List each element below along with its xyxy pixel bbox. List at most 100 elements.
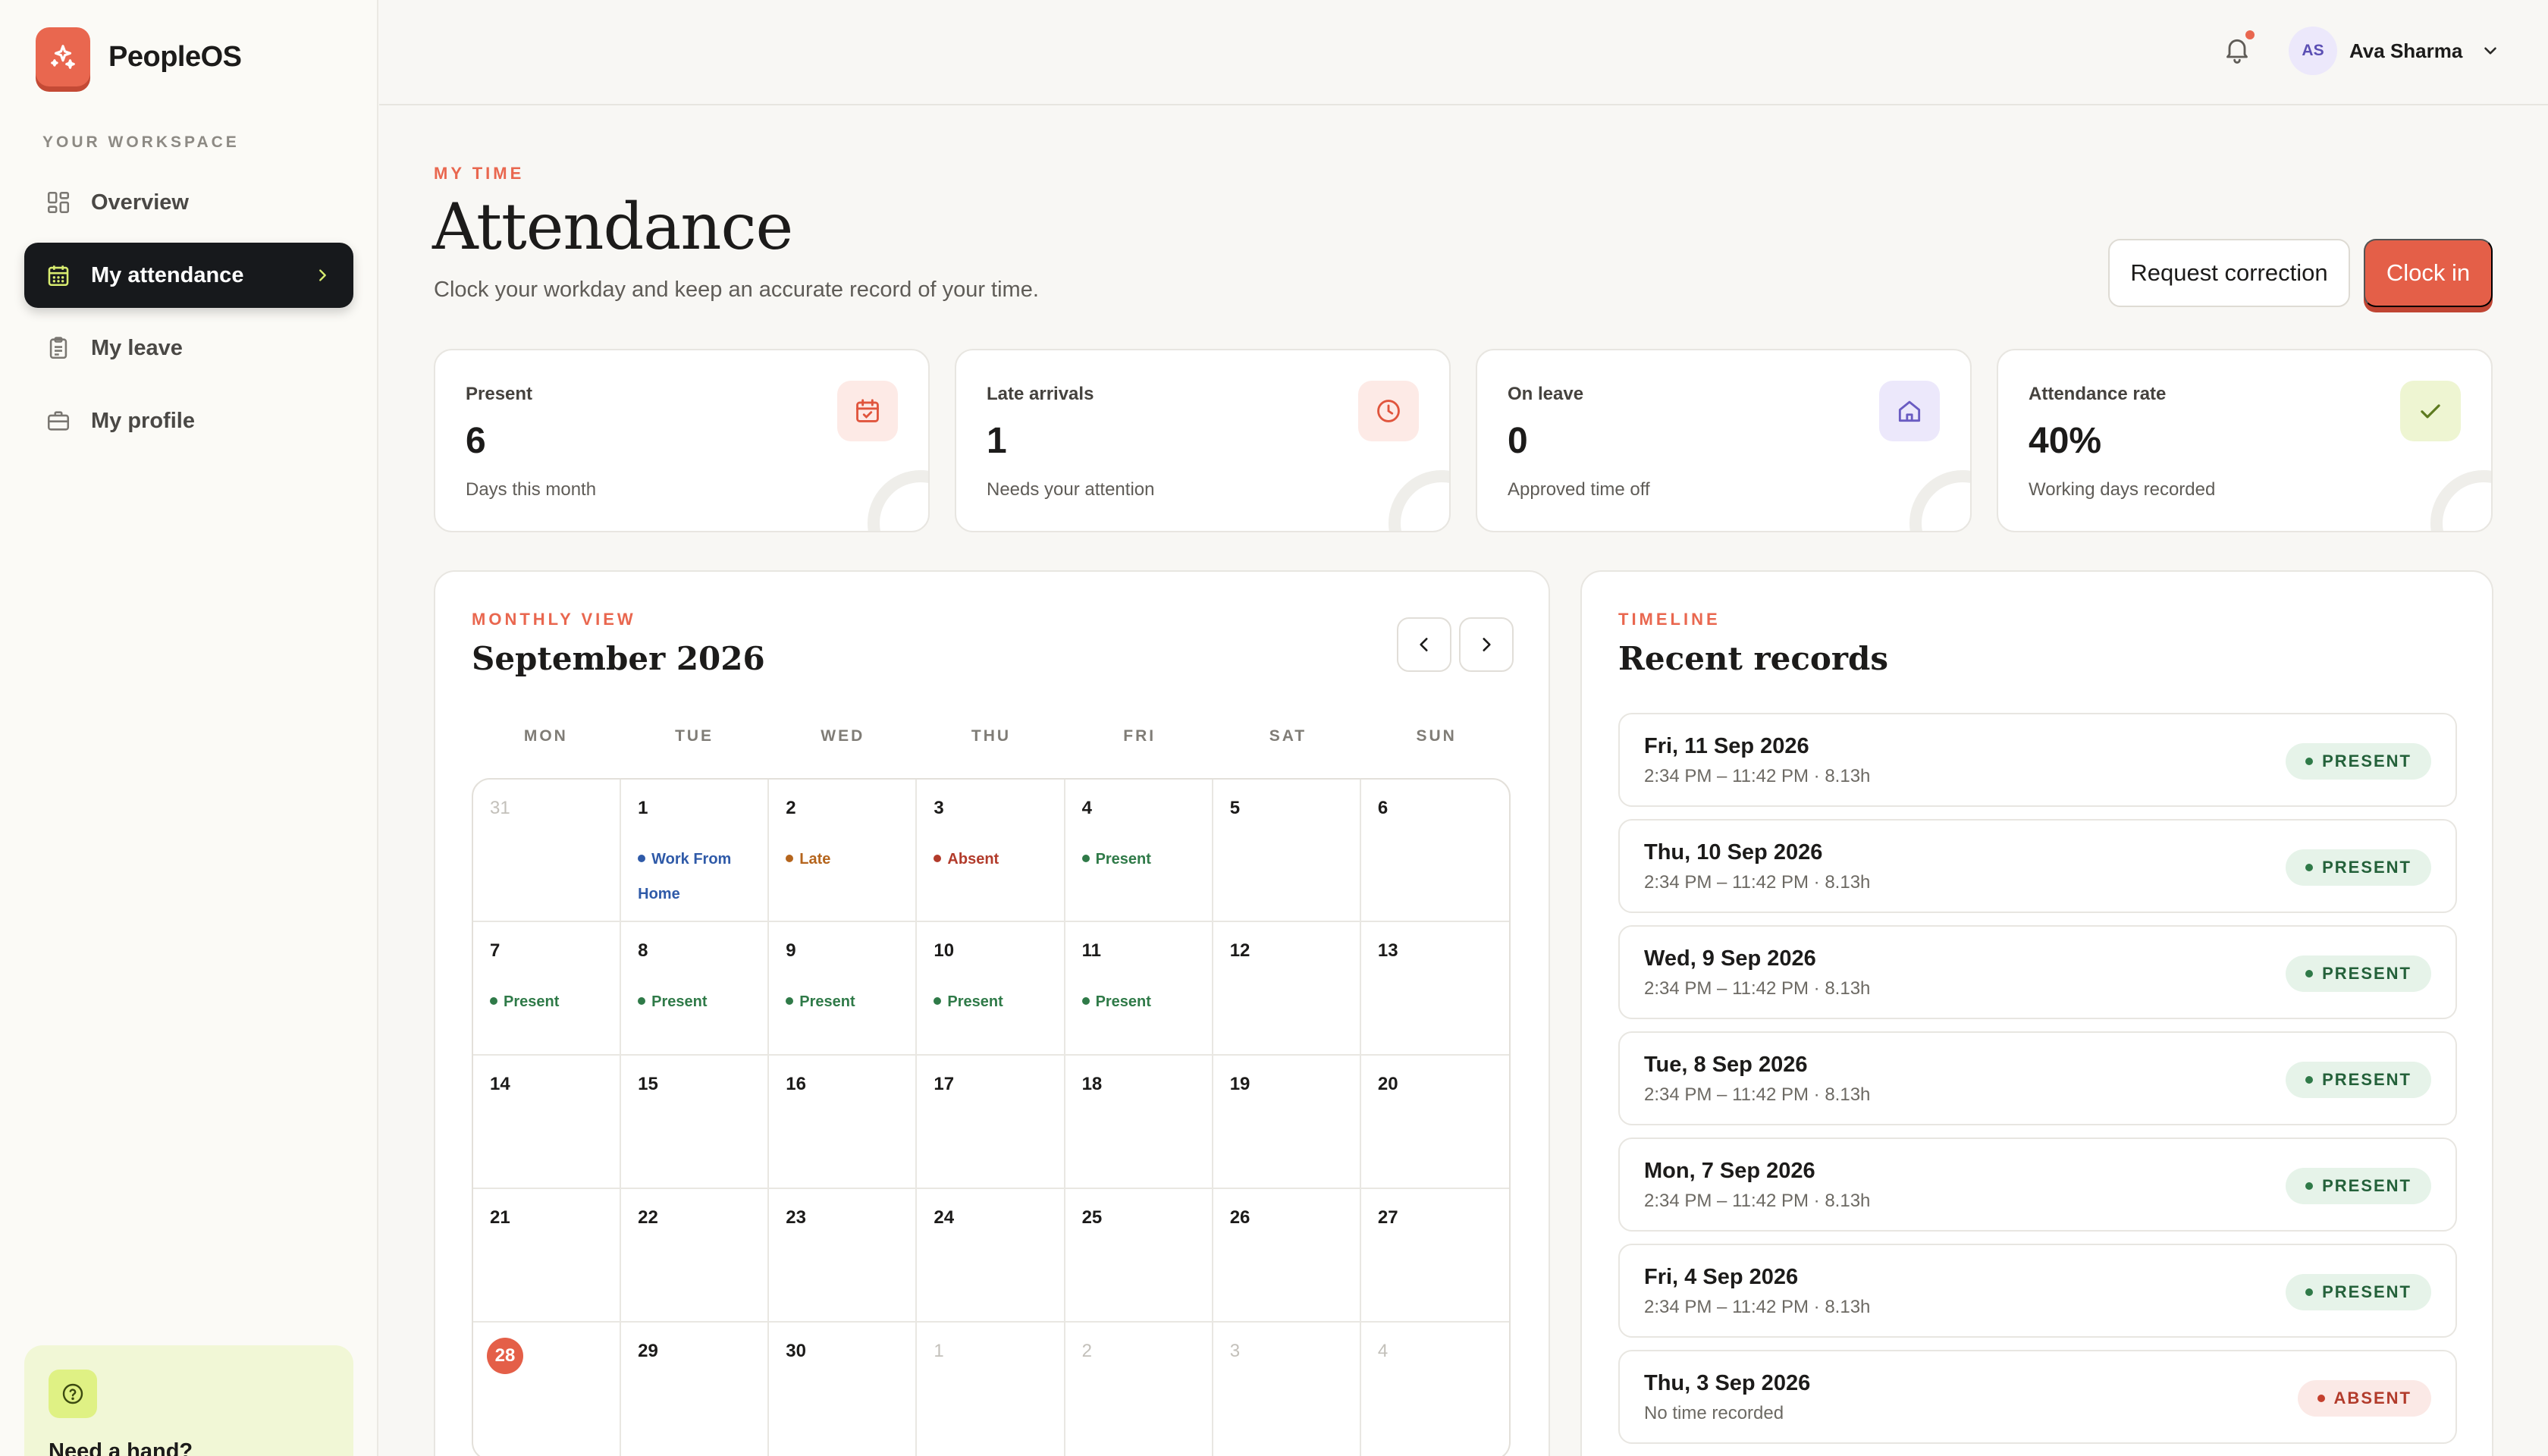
day-number: 1 <box>934 1341 944 1361</box>
record-row[interactable]: Tue, 8 Sep 2026 2:34 PM – 11:42 PM · 8.13… <box>1618 1031 2457 1125</box>
calendar-day-cell[interactable]: 1 Work From Home <box>621 780 770 922</box>
next-month-button[interactable] <box>1459 617 1514 672</box>
status-dot <box>786 997 794 1005</box>
calendar-day-cell[interactable]: 4 <box>1361 1323 1509 1456</box>
day-number: 3 <box>1229 1341 1241 1361</box>
status-dot <box>638 997 646 1005</box>
record-row[interactable]: Thu, 3 Sep 2026 No time recorded ABSENT <box>1618 1350 2457 1444</box>
calendar-day-cell[interactable]: 22 <box>621 1189 770 1323</box>
record-row[interactable]: Mon, 7 Sep 2026 2:34 PM – 11:42 PM · 8.13… <box>1618 1138 2457 1232</box>
day-status-label: Present <box>1095 993 1151 1010</box>
calendar-day-cell[interactable]: 14 <box>473 1056 622 1189</box>
sidebar-item-my-attendance[interactable]: My attendance <box>24 243 353 308</box>
calendar-day-cell[interactable]: 3 Absent <box>917 780 1065 922</box>
day-number: 4 <box>1377 1341 1389 1361</box>
status-badge: PRESENT <box>2286 1062 2431 1098</box>
calendar-day-cell[interactable]: 19 <box>1213 1056 1361 1189</box>
clock-in-button[interactable]: Clock in <box>2364 239 2493 307</box>
help-title: Need a hand? <box>49 1439 193 1456</box>
stat-card-late-arrivals: Late arrivals 1 Needs your attention <box>955 349 1451 532</box>
day-status-label: Present <box>799 993 855 1010</box>
clock-icon <box>1358 381 1419 441</box>
calendar-day-cell[interactable]: 29 <box>621 1323 770 1456</box>
sidebar-item-label: My leave <box>91 335 183 360</box>
sidebar-item-my-profile[interactable]: My profile <box>24 388 353 453</box>
stat-note: Needs your attention <box>987 479 1155 500</box>
request-correction-button[interactable]: Request correction <box>2108 239 2350 307</box>
calendar-day-cell[interactable]: 23 <box>769 1189 918 1323</box>
record-row[interactable]: Wed, 9 Sep 2026 2:34 PM – 11:42 PM · 8.13… <box>1618 925 2457 1019</box>
status-dot <box>934 855 942 862</box>
calendar-day-cell[interactable]: 27 <box>1360 1189 1509 1323</box>
user-menu[interactable]: AS Ava Sharma <box>2289 27 2500 75</box>
record-date: Tue, 8 Sep 2026 <box>1644 1053 1808 1077</box>
calendar-day-cell[interactable]: 13 <box>1360 922 1509 1056</box>
record-date: Thu, 10 Sep 2026 <box>1644 840 1823 864</box>
day-number: 18 <box>1081 1074 1103 1094</box>
weekday-label: SUN <box>1416 727 1457 745</box>
record-date: Thu, 3 Sep 2026 <box>1644 1371 1811 1395</box>
calendar-day-cell[interactable]: 10 Present <box>917 922 1065 1056</box>
calendar-day-cell[interactable]: 17 <box>917 1056 1065 1189</box>
sparkle-logo-icon <box>36 27 90 86</box>
stat-label: Attendance rate <box>2029 384 2167 404</box>
check-icon <box>2400 381 2461 441</box>
calendar-day-cell[interactable]: 26 <box>1213 1189 1361 1323</box>
day-status: Work From Home <box>638 842 751 912</box>
day-status: Present <box>1081 842 1195 877</box>
page-title: Attendance <box>432 190 793 264</box>
calendar-day-cell[interactable]: 28 <box>473 1323 622 1456</box>
record-row[interactable]: Fri, 11 Sep 2026 2:34 PM – 11:42 PM · 8.1… <box>1618 713 2457 807</box>
record-date: Mon, 7 Sep 2026 <box>1644 1159 1815 1183</box>
avatar: AS <box>2289 27 2337 75</box>
calendar-day-cell[interactable]: 30 <box>769 1323 918 1456</box>
calendar-day-cell[interactable]: 12 <box>1213 922 1361 1056</box>
status-dot <box>2305 1182 2314 1190</box>
chevron-down-icon <box>2481 41 2500 61</box>
sidebar-item-overview[interactable]: Overview <box>24 170 353 235</box>
calendar-day-cell[interactable]: 7 Present <box>473 922 622 1056</box>
calendar-day-cell[interactable]: 2 <box>1065 1323 1213 1456</box>
stat-label: Present <box>466 384 533 404</box>
calendar-day-cell[interactable]: 25 <box>1065 1189 1213 1323</box>
calendar-day-cell[interactable]: 20 <box>1360 1056 1509 1189</box>
calendar-day-cell[interactable]: 8 Present <box>621 922 770 1056</box>
bell-icon[interactable] <box>2222 34 2252 64</box>
decorative-ring <box>1909 470 1970 531</box>
record-row[interactable]: Fri, 4 Sep 2026 2:34 PM – 11:42 PM · 8.13… <box>1618 1244 2457 1338</box>
calendar-day-cell[interactable]: 4 Present <box>1065 780 1213 922</box>
day-number: 30 <box>786 1341 806 1361</box>
day-number: 22 <box>638 1207 658 1228</box>
calendar-day-cell[interactable]: 3 <box>1213 1323 1361 1456</box>
calendar-day-cell[interactable]: 15 <box>621 1056 770 1189</box>
day-status-label: Present <box>1095 851 1151 868</box>
calendar-day-cell[interactable]: 31 <box>473 780 622 922</box>
status-badge-label: ABSENT <box>2333 1389 2412 1407</box>
day-status-label: Work From Home <box>638 851 732 902</box>
day-status: Present <box>1081 984 1195 1019</box>
calendar-day-cell[interactable]: 1 <box>917 1323 1065 1456</box>
calendar-day-cell[interactable]: 5 <box>1213 780 1361 922</box>
sidebar-item-my-leave[interactable]: My leave <box>24 315 353 381</box>
sidebar: PeopleOS YOUR WORKSPACE Overview My atte… <box>0 0 378 1456</box>
stat-note: Working days recorded <box>2029 479 2216 500</box>
status-dot <box>2305 758 2314 765</box>
calendar-eyebrow: MONTHLY VIEW <box>472 610 636 629</box>
help-card[interactable]: Need a hand? <box>24 1345 353 1456</box>
previous-month-button[interactable] <box>1397 617 1451 672</box>
record-row[interactable]: Thu, 10 Sep 2026 2:34 PM – 11:42 PM · 8.1… <box>1618 819 2457 913</box>
calendar-day-cell[interactable]: 21 <box>473 1189 622 1323</box>
brand[interactable]: PeopleOS <box>36 27 242 86</box>
calendar-day-cell[interactable]: 24 <box>917 1189 1065 1323</box>
calendar-day-cell[interactable]: 6 <box>1360 780 1509 922</box>
status-dot <box>2305 1076 2314 1084</box>
day-number: 11 <box>1081 940 1101 961</box>
weekday-label: SAT <box>1269 727 1307 745</box>
day-number: 25 <box>1081 1207 1103 1228</box>
calendar-day-cell[interactable]: 11 Present <box>1065 922 1213 1056</box>
day-status: Present <box>934 984 1046 1019</box>
calendar-day-cell[interactable]: 18 <box>1065 1056 1213 1189</box>
calendar-day-cell[interactable]: 16 <box>769 1056 918 1189</box>
calendar-day-cell[interactable]: 9 Present <box>769 922 918 1056</box>
calendar-day-cell[interactable]: 2 Late <box>769 780 918 922</box>
